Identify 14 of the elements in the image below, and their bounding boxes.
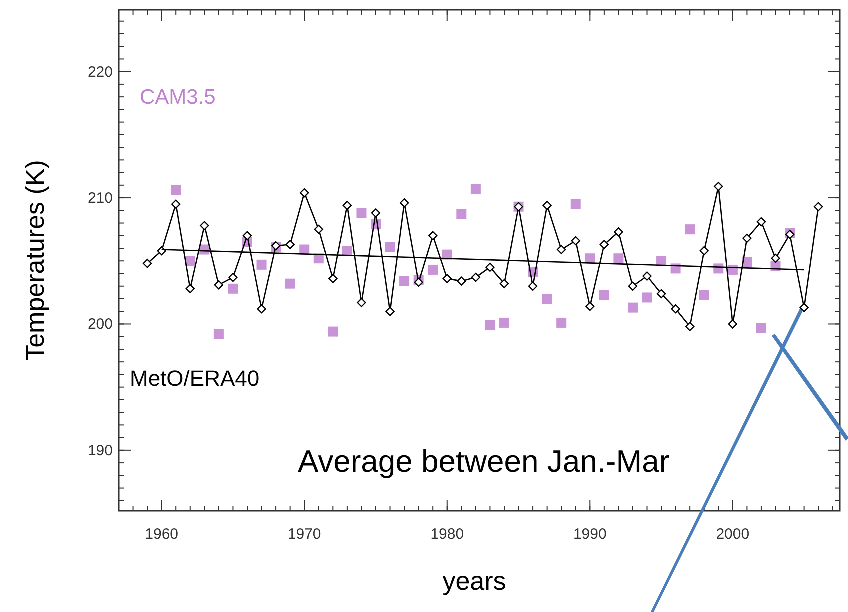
x-tick-label: 1990	[573, 526, 607, 543]
y-axis-title: Temperatures (K)	[20, 160, 50, 361]
text: MetO/ERA40	[130, 366, 260, 391]
y-tick-label: 200	[88, 316, 113, 334]
y-tick-label: 210	[88, 190, 113, 208]
x-tick-label: 1970	[288, 526, 322, 543]
y-tick-label: 190	[88, 442, 113, 460]
annotation: Average between Jan.-Mar	[298, 444, 670, 479]
x-tick-label: 1980	[430, 526, 464, 543]
x-tick-label: 2000	[716, 526, 750, 543]
y-tick-label: 220	[88, 64, 113, 81]
x-tick-label: 1960	[145, 526, 179, 543]
text: CAM3.5	[140, 86, 216, 109]
x-axis-title: years	[442, 566, 506, 596]
